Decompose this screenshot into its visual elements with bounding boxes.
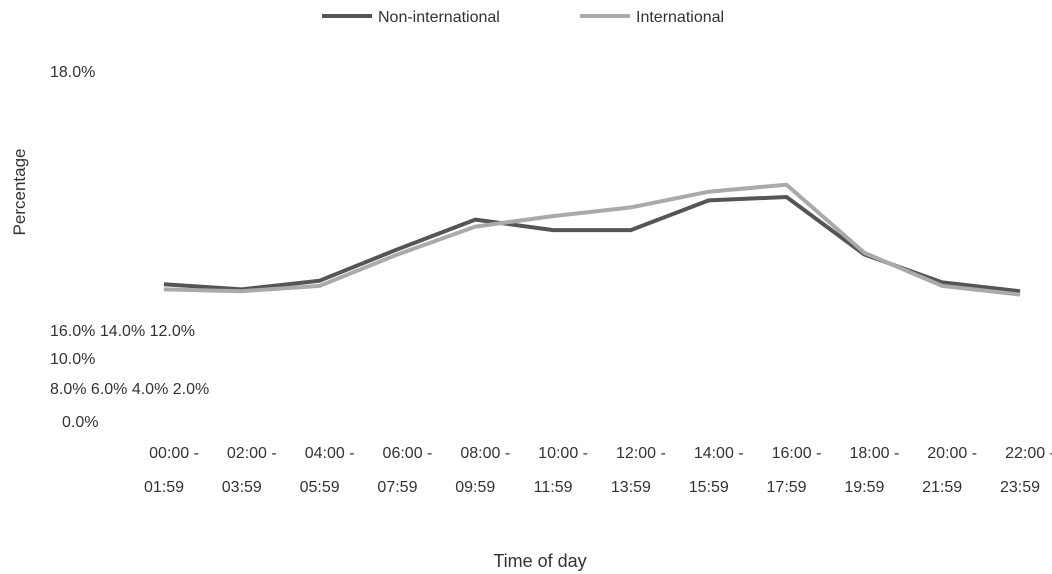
x-tick-label: 14:00 -15:59 (689, 445, 744, 496)
x-tick-label: 18:00 -19:59 (844, 445, 899, 496)
x-axis-title: Time of day (493, 551, 586, 571)
data-point-international (163, 288, 165, 290)
x-tick-label: 12:00 -13:59 (611, 445, 666, 496)
x-tick-label: 00:00 -01:59 (144, 445, 199, 496)
legend: Non-international International (322, 9, 724, 26)
y-tick-label-top: 18.0% (50, 64, 95, 81)
x-tick-label: 10:00 -11:59 (534, 445, 588, 496)
x-tick-label: 04:00 -05:59 (300, 445, 355, 496)
y-tick-label-row2: 10.0% (50, 351, 95, 368)
series-lines (163, 182, 1021, 297)
data-point-international (863, 252, 865, 254)
data-point-non-international (474, 219, 476, 221)
data-point-non-international (1019, 290, 1021, 292)
series-line-international (163, 182, 1021, 297)
legend-label-non-international: Non-international (378, 9, 500, 26)
data-point-non-international (630, 229, 632, 231)
data-point-international (941, 285, 943, 287)
data-point-international (786, 184, 787, 186)
data-point-non-international (163, 283, 165, 285)
data-point-non-international (941, 281, 943, 283)
data-point-non-international (397, 248, 398, 250)
data-point-international (1019, 294, 1021, 296)
y-tick-label-row1: 16.0% 14.0% 12.0% (50, 323, 195, 340)
x-tick-label: 16:00 -17:59 (767, 445, 822, 496)
data-point-non-international (552, 229, 554, 231)
data-point-international (241, 290, 243, 292)
data-point-international (474, 226, 476, 228)
data-point-non-international (708, 199, 710, 201)
y-axis-title: Percentage (10, 149, 29, 236)
x-tick-label: 06:00 -07:59 (377, 445, 432, 496)
data-point-international (319, 285, 321, 287)
x-tick-label: 08:00 -09:59 (455, 445, 510, 496)
x-tick-label: 02:00 -03:59 (222, 445, 277, 496)
legend-label-international: International (636, 9, 724, 26)
x-tick-labels: 00:00 -01:59 02:00 -03:59 04:00 -05:59 06:0… (144, 445, 1052, 496)
data-point-non-international (319, 280, 321, 282)
data-point-international (708, 191, 710, 193)
data-point-non-international (786, 196, 787, 198)
x-tick-label: 20:00 -21:59 (922, 445, 977, 496)
x-tick-label: 22:00 -23:59 (1000, 445, 1052, 496)
data-point-international (552, 215, 554, 217)
y-tick-label-row3: 8.0% 6.0% 4.0% 2.0% (50, 381, 209, 398)
y-tick-label-row4: 0.0% (62, 414, 98, 431)
data-point-international (397, 254, 398, 255)
data-point-international (630, 206, 632, 208)
